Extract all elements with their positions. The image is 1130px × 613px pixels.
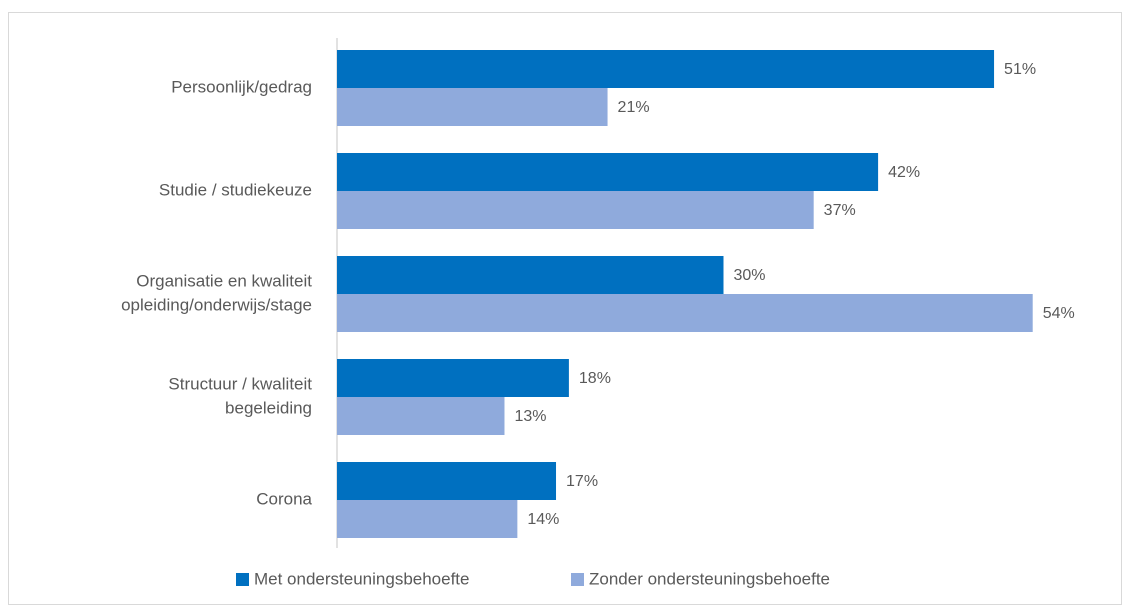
- category-label: Structuur / kwaliteit: [168, 374, 312, 393]
- value-label: 30%: [734, 267, 766, 284]
- value-label: 17%: [566, 473, 598, 490]
- value-label: 21%: [618, 99, 650, 116]
- value-label: 42%: [888, 164, 920, 181]
- value-label: 13%: [514, 408, 546, 425]
- legend-label: Met ondersteuningsbehoefte: [254, 569, 470, 588]
- category-label: Studie / studiekeuze: [159, 180, 312, 199]
- bar: [337, 50, 995, 88]
- category-label: opleiding/onderwijs/stage: [121, 295, 312, 314]
- value-label: 14%: [527, 511, 559, 528]
- bar: [337, 500, 518, 538]
- bar: [337, 294, 1033, 332]
- value-label: 54%: [1043, 305, 1075, 322]
- legend-swatch: [236, 573, 249, 586]
- value-label: 51%: [1004, 61, 1036, 78]
- bar: [337, 153, 879, 191]
- value-label: 18%: [579, 370, 611, 387]
- category-label: Corona: [256, 489, 312, 508]
- bar: [337, 256, 724, 294]
- bar: [337, 191, 814, 229]
- bar: [337, 88, 608, 126]
- bar: [337, 462, 557, 500]
- value-label: 37%: [824, 202, 856, 219]
- category-label: begeleiding: [225, 398, 312, 417]
- category-label: Persoonlijk/gedrag: [171, 77, 312, 96]
- legend-label: Zonder ondersteuningsbehoefte: [589, 569, 830, 588]
- legend-swatch: [571, 573, 584, 586]
- bar: [337, 359, 569, 397]
- category-label: Organisatie en kwaliteit: [136, 271, 312, 290]
- bar: [337, 397, 505, 435]
